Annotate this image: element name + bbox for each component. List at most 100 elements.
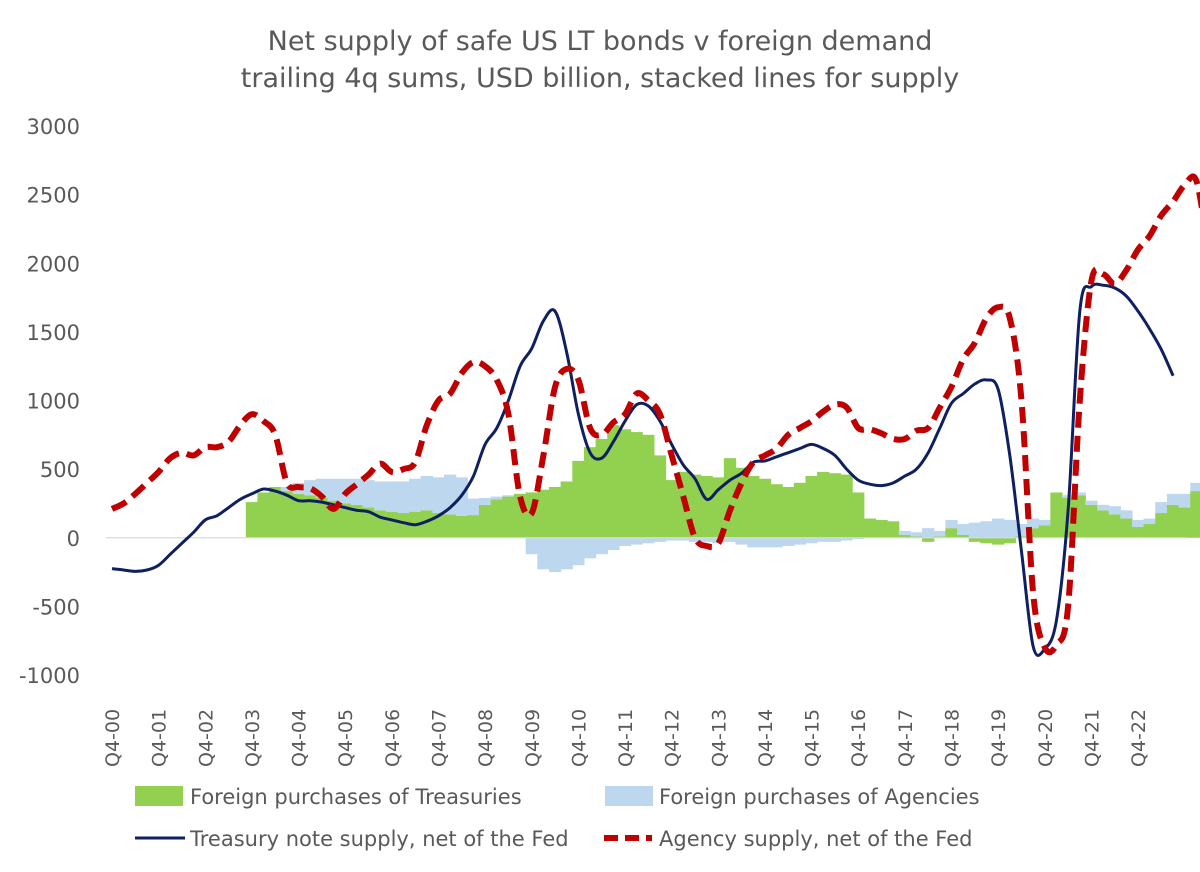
bar-treasuries — [280, 491, 294, 538]
bar-treasuries — [1096, 510, 1110, 538]
y-tick-label: 500 — [40, 458, 80, 482]
x-tick-label: Q4-16 — [848, 709, 870, 767]
bar-treasuries — [875, 519, 888, 538]
bar-agencies — [933, 530, 946, 537]
chart-subtitle: trailing 4q sums, USD billion, stacked l… — [240, 63, 960, 94]
bar-agencies — [700, 537, 713, 542]
bar-agencies — [723, 537, 737, 542]
bar-treasuries — [863, 518, 877, 538]
legend-swatch-agencies — [605, 786, 653, 806]
bar-agencies — [537, 537, 550, 570]
bar-treasuries — [502, 496, 515, 538]
bar-treasuries — [607, 425, 620, 538]
bar-agencies — [385, 481, 398, 512]
bar-treasuries — [444, 514, 457, 538]
bar-treasuries — [723, 458, 737, 538]
bar-treasuries — [1038, 525, 1051, 538]
y-tick-label: -1000 — [19, 664, 80, 688]
bar-agencies — [525, 537, 538, 555]
bar-agencies — [1190, 482, 1200, 492]
bar-agencies — [374, 481, 387, 511]
bar-agencies — [409, 478, 422, 512]
bar-treasuries — [642, 434, 655, 538]
y-tick-label: 1500 — [27, 321, 80, 345]
x-tick-label: Q4-01 — [149, 709, 171, 767]
bar-agencies — [280, 486, 294, 492]
bar-treasuries — [583, 447, 597, 538]
bar-treasuries — [887, 521, 900, 538]
bar-agencies — [397, 481, 410, 514]
bar-treasuries — [665, 480, 678, 538]
bar-agencies — [420, 475, 433, 511]
x-tick-label: Q4-17 — [895, 709, 917, 767]
x-tick-label: Q4-05 — [335, 709, 357, 767]
bar-treasuries — [560, 481, 573, 538]
bar-agencies — [1143, 518, 1156, 525]
y-tick-label: 1000 — [27, 390, 80, 414]
bar-agencies — [665, 537, 678, 541]
bar-agencies — [758, 537, 772, 548]
bar-treasuries — [257, 492, 270, 538]
line-agency-supply — [110, 173, 1200, 656]
bar-agencies — [1131, 519, 1145, 527]
bar-agencies — [782, 537, 795, 546]
bar-agencies — [1003, 519, 1016, 538]
bar-treasuries — [980, 537, 993, 544]
bar-treasuries — [1015, 536, 1028, 538]
bar-agencies — [595, 537, 608, 555]
bar-treasuries — [548, 486, 562, 538]
bar-agencies — [805, 537, 818, 544]
x-tick-label: Q4-11 — [615, 709, 637, 767]
bar-treasuries — [922, 537, 935, 542]
bar-agencies — [957, 524, 970, 536]
bar-treasuries — [793, 482, 807, 538]
bar-treasuries — [1166, 504, 1180, 538]
bar-agencies — [1027, 518, 1040, 529]
bar-series-group — [245, 425, 1200, 573]
y-tick-label: -500 — [32, 595, 80, 619]
bar-treasuries — [1155, 513, 1168, 538]
bar-agencies — [350, 478, 363, 505]
bar-agencies — [478, 497, 492, 505]
bar-treasuries — [595, 438, 608, 538]
line-series-group — [110, 173, 1200, 657]
bar-treasuries — [933, 536, 946, 538]
bar-agencies — [1085, 500, 1098, 505]
bar-agencies — [688, 537, 702, 542]
bar-treasuries — [735, 467, 748, 538]
bar-agencies — [642, 537, 655, 544]
legend-label-agency-supply: Agency supply, net of the Fed — [659, 827, 972, 851]
x-tick-label: Q4-10 — [568, 709, 590, 767]
x-tick-label: Q4-09 — [522, 709, 544, 767]
bar-agencies — [572, 537, 585, 566]
bar-agencies — [898, 530, 912, 536]
legend-swatch-treasuries — [135, 786, 183, 806]
bar-treasuries — [840, 474, 853, 538]
bar-treasuries — [1131, 526, 1145, 538]
bar-agencies — [793, 537, 807, 545]
x-tick-label: Q4-07 — [428, 709, 450, 767]
bar-agencies — [1120, 510, 1133, 519]
x-tick-label: Q4-12 — [662, 709, 684, 767]
bar-agencies — [362, 480, 375, 508]
bar-treasuries — [945, 528, 958, 538]
bar-agencies — [910, 532, 923, 537]
chart-title: Net supply of safe US LT bonds v foreign… — [267, 26, 933, 57]
bar-treasuries — [1050, 492, 1063, 538]
y-tick-label: 2500 — [27, 184, 80, 208]
bar-treasuries — [362, 507, 375, 538]
x-tick-label: Q4-03 — [242, 709, 264, 767]
bar-treasuries — [1003, 537, 1016, 544]
bar-agencies — [735, 537, 748, 545]
bar-treasuries — [1027, 528, 1040, 538]
line-treasury-supply — [111, 282, 1175, 657]
x-tick-label: Q4-14 — [755, 709, 777, 767]
bar-agencies — [583, 537, 597, 559]
x-tick-label: Q4-21 — [1081, 709, 1103, 767]
bar-treasuries — [968, 537, 981, 542]
bar-treasuries — [630, 432, 643, 538]
x-tick-label: Q4-08 — [475, 709, 497, 767]
bar-agencies — [770, 537, 783, 548]
y-axis: 3000 2500 2000 1500 1000 500 0 -500 -1000 — [19, 115, 80, 688]
